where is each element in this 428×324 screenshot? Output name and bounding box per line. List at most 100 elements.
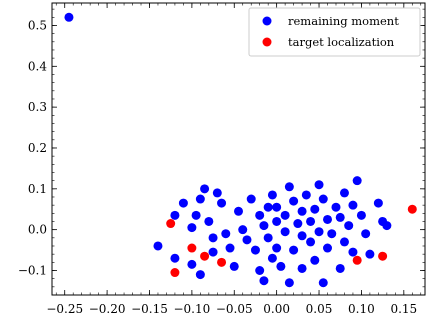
- y-tick-label: 0.3: [28, 100, 47, 114]
- data-point: [314, 180, 324, 190]
- data-point: [272, 243, 282, 253]
- data-point: [187, 243, 197, 253]
- data-points: [64, 12, 417, 288]
- x-tick-label: −0.05: [216, 302, 253, 316]
- legend-label-remaining-moment: remaining moment: [288, 14, 399, 28]
- legend-box: [248, 7, 421, 57]
- data-point: [335, 212, 345, 222]
- y-tick-label: 0.0: [28, 223, 47, 237]
- data-point: [348, 200, 358, 210]
- data-point: [339, 237, 349, 247]
- x-tick-label: −0.25: [46, 302, 83, 316]
- data-point: [335, 263, 345, 273]
- data-point: [327, 229, 337, 239]
- data-point: [246, 194, 256, 204]
- data-point: [297, 206, 307, 216]
- data-point: [238, 225, 248, 235]
- data-point: [407, 204, 417, 214]
- data-point: [234, 206, 243, 216]
- data-point: [187, 259, 197, 269]
- data-point: [170, 268, 180, 278]
- x-tick-label: 0.10: [348, 302, 375, 316]
- data-point: [250, 245, 260, 255]
- plot-frame: [51, 2, 426, 296]
- y-tick-label: −0.1: [18, 263, 47, 277]
- legend-label-target-localization: target localization: [288, 35, 395, 49]
- x-tick-label: −0.10: [173, 302, 210, 316]
- legend-marker-remaining-moment: [262, 16, 272, 26]
- x-tick-label: 0.00: [263, 302, 290, 316]
- x-tick-label: 0.15: [390, 302, 417, 316]
- data-point: [272, 216, 282, 226]
- data-point: [314, 227, 324, 237]
- axes-layer: −0.25 −0.20 −0.15 −0.10 −0.05 0.00 0.05 0.10 0.1…: [18, 3, 425, 316]
- data-point: [356, 210, 366, 220]
- data-point: [212, 188, 222, 198]
- y-tick-label: 0.2: [28, 141, 47, 155]
- legend: remaining moment target localization: [248, 7, 421, 57]
- data-point: [267, 253, 277, 263]
- data-point: [272, 202, 282, 212]
- data-point: [276, 261, 286, 271]
- data-point: [280, 210, 290, 220]
- data-point: [166, 219, 176, 229]
- y-tick-label: 0.4: [28, 59, 47, 73]
- data-point: [259, 221, 269, 231]
- legend-marker-target-localization: [262, 37, 272, 47]
- data-point: [382, 221, 392, 231]
- data-point: [221, 229, 231, 239]
- data-point: [293, 219, 303, 229]
- data-point: [365, 249, 375, 259]
- y-tick-label: 0.5: [28, 18, 47, 32]
- data-point: [280, 227, 290, 237]
- series-remaining-moment: [64, 12, 392, 288]
- data-point: [200, 184, 210, 194]
- data-point: [259, 276, 269, 286]
- data-point: [339, 188, 349, 198]
- data-point: [331, 202, 341, 212]
- data-point: [191, 210, 201, 220]
- data-point: [306, 237, 316, 247]
- data-point: [297, 231, 307, 241]
- data-point: [195, 270, 205, 280]
- y-tick-label: 0.1: [28, 182, 47, 196]
- data-point: [318, 194, 328, 204]
- data-point: [310, 255, 320, 265]
- data-point: [170, 253, 180, 263]
- data-point: [284, 278, 294, 288]
- data-point: [284, 182, 294, 192]
- data-point: [242, 235, 252, 245]
- data-point: [204, 216, 214, 226]
- data-point: [170, 210, 180, 220]
- data-point: [263, 233, 273, 243]
- data-point: [378, 251, 388, 261]
- series-target-localization: [166, 204, 417, 278]
- data-point: [64, 12, 74, 22]
- x-tick-label: −0.20: [89, 302, 126, 316]
- data-point: [289, 245, 299, 255]
- data-point: [306, 216, 316, 226]
- x-tick-label: −0.15: [131, 302, 168, 316]
- data-point: [208, 233, 218, 243]
- data-point: [217, 198, 227, 208]
- data-point: [263, 202, 273, 212]
- data-point: [318, 278, 328, 288]
- data-point: [344, 221, 354, 231]
- data-point: [267, 190, 277, 200]
- data-point: [255, 265, 265, 275]
- data-point: [348, 247, 358, 257]
- data-point: [153, 241, 163, 251]
- data-point: [297, 263, 307, 273]
- data-point: [217, 257, 227, 267]
- data-point: [178, 198, 188, 208]
- data-point: [208, 247, 218, 257]
- data-point: [229, 261, 239, 271]
- data-point: [289, 196, 299, 206]
- data-point: [352, 255, 362, 265]
- data-point: [195, 194, 205, 204]
- data-point: [352, 176, 362, 186]
- data-point: [301, 190, 311, 200]
- x-tick-label: 0.05: [306, 302, 333, 316]
- data-point: [323, 214, 333, 224]
